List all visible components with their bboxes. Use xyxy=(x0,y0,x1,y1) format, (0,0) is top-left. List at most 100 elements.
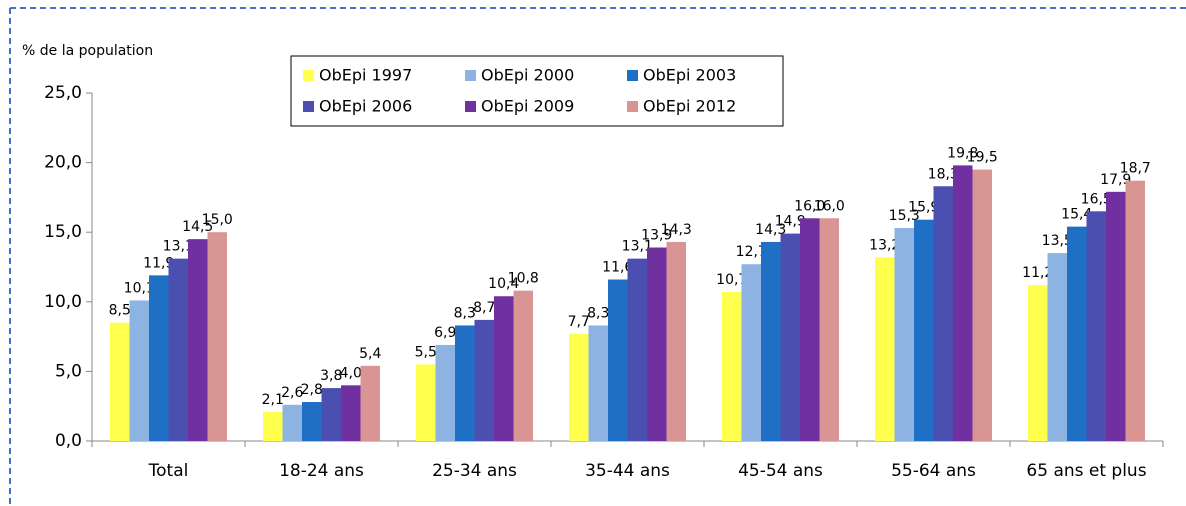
bar xyxy=(972,169,992,441)
value-label: 11,9 xyxy=(143,255,174,271)
legend-label: ObEpi 1997 xyxy=(319,66,412,85)
legend-swatch xyxy=(465,70,476,81)
bar xyxy=(761,241,781,441)
bar xyxy=(569,333,589,441)
value-label: 16,0 xyxy=(814,198,845,214)
bar xyxy=(455,325,475,441)
bar xyxy=(722,292,742,441)
bar xyxy=(666,241,686,441)
value-label: 15,3 xyxy=(889,208,920,224)
bar xyxy=(341,385,361,441)
bar xyxy=(282,404,302,441)
bar xyxy=(494,296,514,441)
legend-label: ObEpi 2012 xyxy=(643,97,736,116)
bar xyxy=(302,402,322,441)
bar xyxy=(321,388,341,441)
value-label: 10,8 xyxy=(508,271,539,287)
value-label: 13,1 xyxy=(163,239,194,255)
value-label: 14,3 xyxy=(661,222,692,238)
y-tick-label: 5,0 xyxy=(55,361,82,381)
value-label: 19,5 xyxy=(967,150,998,166)
bar xyxy=(263,411,283,441)
y-tick-label: 20,0 xyxy=(44,153,82,173)
bar xyxy=(188,239,208,441)
value-label: 15,9 xyxy=(908,200,939,216)
bar xyxy=(416,364,436,441)
y-tick-label: 25,0 xyxy=(44,83,82,103)
value-label: 2,8 xyxy=(301,382,323,398)
value-label: 8,3 xyxy=(587,305,609,321)
bar xyxy=(894,228,914,441)
value-label: 14,9 xyxy=(775,214,806,230)
value-label: 13,1 xyxy=(622,239,653,255)
legend-swatch xyxy=(465,101,476,112)
value-label: 10,4 xyxy=(488,276,519,292)
bar xyxy=(780,233,800,441)
value-label: 14,5 xyxy=(182,219,213,235)
y-tick-label: 0,0 xyxy=(55,431,82,451)
value-label: 3,8 xyxy=(320,368,342,384)
bar xyxy=(513,290,533,441)
bar xyxy=(1086,211,1106,441)
value-label: 8,7 xyxy=(473,300,495,316)
bar xyxy=(1125,180,1145,442)
y-tick-label: 15,0 xyxy=(44,222,82,242)
value-label: 15,0 xyxy=(202,212,233,228)
bar xyxy=(435,344,455,441)
value-label: 18,7 xyxy=(1120,161,1151,177)
value-label: 10,1 xyxy=(124,280,155,296)
bar xyxy=(1067,226,1087,441)
value-label: 15,4 xyxy=(1061,207,1092,223)
legend-label: ObEpi 2006 xyxy=(319,97,412,116)
x-tick-label: 45-54 ans xyxy=(738,461,823,481)
bar xyxy=(819,218,839,441)
value-label: 10,7 xyxy=(716,272,747,288)
value-label: 19,8 xyxy=(947,145,978,161)
value-label: 2,6 xyxy=(281,385,303,401)
value-label: 5,4 xyxy=(359,346,381,362)
bar xyxy=(1028,285,1048,441)
legend xyxy=(290,55,784,127)
bar xyxy=(474,319,494,441)
value-label: 16,5 xyxy=(1081,191,1112,207)
value-label: 13,9 xyxy=(641,228,672,244)
bar xyxy=(168,258,188,441)
value-label: 12,7 xyxy=(736,244,767,260)
bar xyxy=(129,300,149,441)
value-label: 17,9 xyxy=(1100,172,1131,188)
bar xyxy=(110,322,130,441)
value-label: 16,0 xyxy=(794,198,825,214)
bar xyxy=(875,257,895,441)
legend-label: ObEpi 2003 xyxy=(643,66,736,85)
value-label: 7,7 xyxy=(568,314,590,330)
bar xyxy=(207,232,227,441)
bar xyxy=(627,258,647,441)
x-tick-label: 35-44 ans xyxy=(585,461,670,481)
bar xyxy=(741,264,761,441)
value-label: 8,5 xyxy=(109,303,131,319)
bar xyxy=(1106,191,1126,441)
bar xyxy=(1047,253,1067,441)
bar xyxy=(360,365,380,441)
bar xyxy=(953,165,973,441)
legend-swatch xyxy=(303,101,314,112)
value-label: 13,5 xyxy=(1042,233,1073,249)
bar xyxy=(149,275,169,441)
bar xyxy=(800,218,820,441)
x-tick-label: 25-34 ans xyxy=(432,461,517,481)
value-label: 18,3 xyxy=(928,166,959,182)
bar xyxy=(608,279,628,441)
legend-swatch xyxy=(303,70,314,81)
legend-label: ObEpi 2000 xyxy=(481,66,574,85)
y-tick-label: 10,0 xyxy=(44,292,82,312)
bar xyxy=(914,219,934,441)
value-label: 6,9 xyxy=(434,325,456,341)
x-tick-label: Total xyxy=(148,461,189,481)
value-label: 11,6 xyxy=(602,260,633,276)
value-label: 11,2 xyxy=(1022,265,1053,281)
value-label: 14,3 xyxy=(755,222,786,238)
x-tick-label: 18-24 ans xyxy=(279,461,364,481)
legend-label: ObEpi 2009 xyxy=(481,97,574,116)
bar xyxy=(647,247,667,441)
